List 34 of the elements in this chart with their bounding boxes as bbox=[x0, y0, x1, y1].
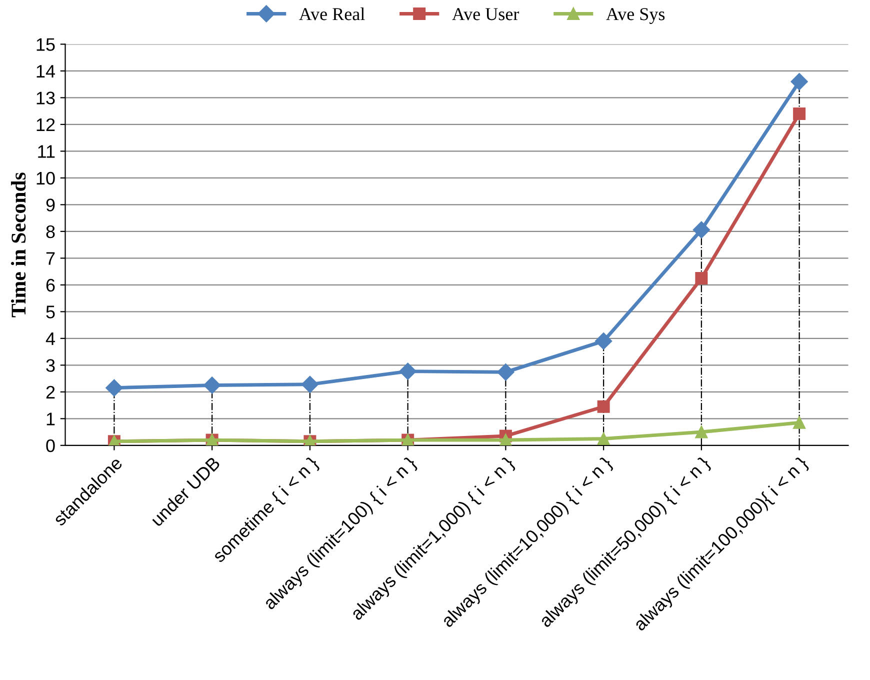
point bbox=[497, 364, 514, 381]
y-tick-label: 0 bbox=[46, 439, 55, 452]
point bbox=[793, 107, 806, 120]
y-tick-label: 2 bbox=[46, 386, 55, 398]
point bbox=[595, 332, 612, 350]
y-tick-label: 8 bbox=[46, 225, 55, 238]
y-tick-label: 11 bbox=[38, 145, 55, 158]
legend-label: Ave Sys bbox=[606, 8, 665, 24]
y-tick-label: 9 bbox=[46, 198, 55, 212]
y-tick-label: 3 bbox=[46, 359, 55, 372]
point bbox=[793, 416, 806, 429]
y-tick-label: 5 bbox=[46, 306, 55, 318]
point bbox=[597, 432, 610, 445]
y-tick-label: 15 bbox=[36, 38, 55, 51]
point bbox=[399, 362, 416, 380]
legend-label: Ave Real bbox=[299, 8, 365, 20]
y-tick-label: 4 bbox=[46, 332, 55, 345]
point bbox=[695, 272, 708, 284]
legend-label: Ave User bbox=[452, 8, 520, 20]
y-tick-label: 1 bbox=[46, 412, 55, 426]
point bbox=[106, 379, 123, 396]
y-tick-label: 13 bbox=[36, 92, 55, 104]
y-tick-label: 7 bbox=[46, 252, 55, 265]
y-tick-label: 12 bbox=[36, 118, 55, 131]
point bbox=[597, 400, 610, 413]
point bbox=[790, 73, 808, 90]
y-tick-label: 14 bbox=[36, 65, 55, 78]
y-tick-label: 6 bbox=[46, 278, 55, 292]
point bbox=[301, 376, 318, 393]
y-tick-label: 10 bbox=[36, 172, 55, 185]
y-axis-title: Time in Seconds bbox=[11, 172, 26, 318]
point bbox=[692, 221, 710, 238]
point bbox=[204, 376, 221, 394]
point bbox=[695, 426, 708, 438]
